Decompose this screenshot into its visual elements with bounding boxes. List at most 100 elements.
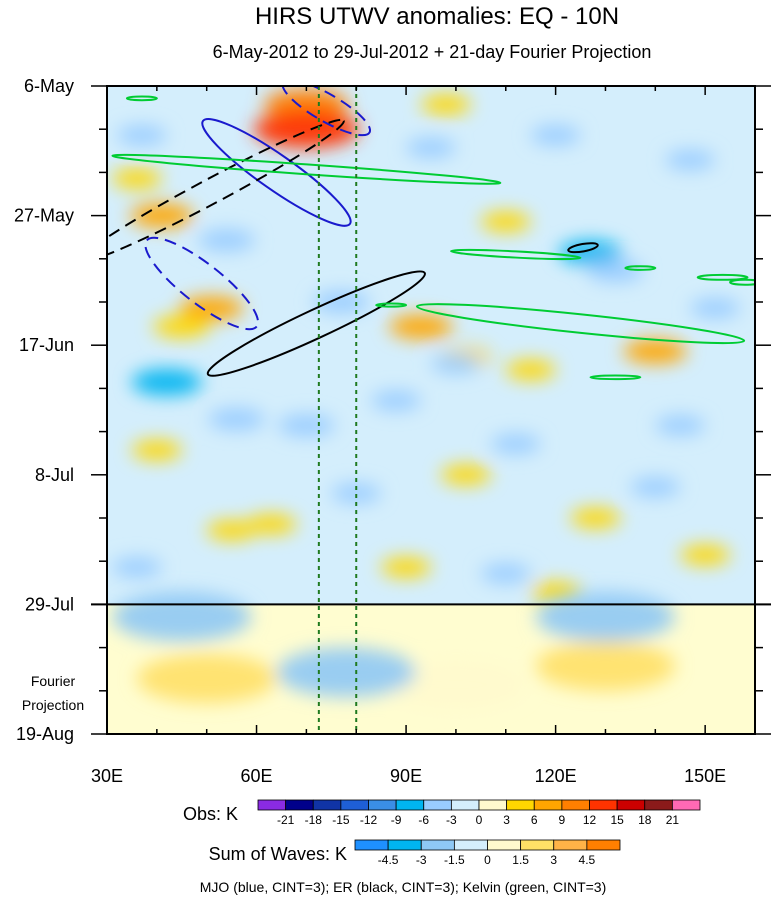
- colorbar-0-box-13: [616, 799, 646, 811]
- fourier-label-line-1: Fourier: [31, 673, 76, 689]
- kelvin-contour-6: [111, 153, 502, 185]
- obs-colorbar-title: Obs: K: [183, 804, 238, 824]
- projection-cell-5: [535, 592, 676, 642]
- colorbar-1-box-5: [520, 839, 555, 851]
- colorbar-0-label-11: 12: [583, 813, 597, 827]
- colorbar-0-label-0: -21: [277, 813, 295, 827]
- colorbar-1-label-1: -3: [416, 853, 427, 867]
- kelvin-contour-11: [729, 278, 755, 286]
- anomaly-cell-33: [490, 433, 541, 454]
- colorbar-1-label-5: 3: [550, 853, 557, 867]
- kelvin-contour-14: [375, 302, 408, 308]
- colorbar-0-box-1: [285, 799, 314, 811]
- anomaly-cell-27: [587, 260, 644, 283]
- er-contour-5: [567, 242, 599, 254]
- x-axis: 30E 60E 90E 120E 150E: [91, 86, 756, 786]
- obs-colorbar: Obs: K -21 -18 -15 -12 -9 -6 -3 0 3 6 9 12 15 18 21: [183, 799, 701, 827]
- y-tick-label-5: 19-Aug: [16, 724, 74, 744]
- colorbar-1-label-4: 1.5: [512, 853, 529, 867]
- colorbar-1-label-6: 4.5: [579, 853, 596, 867]
- y-axis: 6-May 27-May 17-Jun 8-Jul 29-Jul 19-Aug: [14, 76, 771, 744]
- anomaly-cell-36: [630, 477, 681, 498]
- anomaly-cell-23: [131, 368, 203, 396]
- colorbar-1-box-1: [387, 839, 422, 851]
- colorbar-0-label-10: 9: [559, 813, 566, 827]
- colorbar-1-box-0: [354, 839, 389, 851]
- colorbar-0-box-4: [368, 799, 397, 811]
- colorbar-0-label-6: -3: [446, 813, 457, 827]
- mjo-contour-2: [144, 236, 260, 331]
- anomaly-cell-12: [206, 520, 257, 541]
- anomaly-cell-15: [570, 508, 621, 528]
- colorbar-0-label-7: 0: [476, 813, 483, 827]
- anomaly-cell-32: [655, 415, 706, 436]
- anomaly-cell-39: [530, 125, 581, 146]
- anomaly-cell-6: [389, 314, 453, 339]
- kelvin-contour-10: [696, 273, 749, 281]
- colorbar-0-label-9: 6: [531, 813, 538, 827]
- plot-area: 30E 60E 90E 120E 150E 6-May 27-May 17-Jun 8-Jul…: [14, 76, 771, 786]
- anomaly-cell-29: [690, 298, 741, 319]
- anomaly-cell-37: [331, 483, 382, 504]
- colorbar-1-box-4: [487, 839, 522, 851]
- colorbar-0-label-5: -6: [418, 813, 429, 827]
- y-tick-label-4: 29-Jul: [25, 594, 74, 614]
- colorbar-0-box-3: [340, 799, 369, 811]
- colorbar-1-box-7: [586, 839, 621, 851]
- anomaly-cell-28: [665, 150, 716, 171]
- colorbar-0-label-3: -12: [360, 813, 378, 827]
- mjo-contour-0: [201, 118, 352, 227]
- anomaly-cell-7: [421, 94, 471, 115]
- fourier-label-line-2: Projection: [22, 697, 84, 713]
- anomaly-cell-21: [198, 229, 256, 252]
- wave-contours: [107, 86, 755, 381]
- anomaly-cell-31: [371, 390, 422, 411]
- anomaly-cell-38: [406, 137, 456, 158]
- kelvin-contour-8: [450, 248, 582, 261]
- anomaly-cell-18: [680, 545, 731, 566]
- er-contour-3: [107, 118, 345, 263]
- colorbar-0-box-7: [450, 799, 480, 811]
- colorbar-0-box-2: [312, 799, 342, 811]
- colorbar-0-box-15: [671, 799, 701, 811]
- plot-frame: [106, 85, 756, 735]
- colorbar-1-box-2: [420, 839, 455, 851]
- anomaly-cell-14: [440, 464, 491, 485]
- colorbar-0-box-12: [589, 799, 618, 811]
- x-tick-label-2: 90E: [390, 766, 422, 786]
- colorbar-0-label-2: -15: [332, 813, 350, 827]
- anomaly-cell-24: [208, 408, 266, 431]
- anomaly-cell-17: [381, 557, 432, 578]
- x-tick-label-3: 120E: [535, 766, 577, 786]
- colorbar-1-label-3: 0: [484, 853, 491, 867]
- kelvin-contour-12: [589, 374, 642, 381]
- colorbar-0-box-9: [506, 799, 535, 811]
- projection-cell-2: [535, 641, 676, 691]
- anomaly-cell-35: [480, 563, 531, 584]
- projection-cell-4: [111, 592, 252, 642]
- anomaly-cell-3: [111, 168, 162, 189]
- kelvin-contour-7: [415, 303, 746, 345]
- reference-lines: [317, 86, 358, 734]
- kelvin-contour-13: [125, 95, 158, 102]
- projection-cell-3: [276, 647, 417, 697]
- mjo-contour-1: [281, 86, 372, 137]
- colorbar-1-box-3: [453, 839, 488, 851]
- x-tick-label-1: 60E: [241, 766, 273, 786]
- anomaly-cell-2: [129, 203, 194, 228]
- colorbar-0-label-12: 15: [610, 813, 624, 827]
- anomaly-cell-1: [253, 110, 360, 149]
- y-tick-label-2: 17-Jun: [19, 335, 74, 355]
- colorbar-1-label-0: -4.5: [378, 853, 399, 867]
- anomaly-cell-11: [505, 359, 556, 380]
- waves-colorbar-title: Sum of Waves: K: [209, 844, 347, 864]
- colorbar-0-label-13: 18: [638, 813, 652, 827]
- colorbar-0-box-10: [533, 799, 563, 811]
- waves-colorbar: Sum of Waves: K -4.5 -3 -1.5 0 1.5 3 4.5: [209, 839, 621, 867]
- anomaly-cell-5: [153, 315, 211, 338]
- y-tick-label-1: 27-May: [14, 206, 74, 226]
- contour-legend-footer: MJO (blue, CINT=3); ER (black, CINT=3); …: [200, 879, 607, 895]
- anomaly-cell-16: [131, 440, 182, 461]
- x-tick-label-4: 150E: [684, 766, 726, 786]
